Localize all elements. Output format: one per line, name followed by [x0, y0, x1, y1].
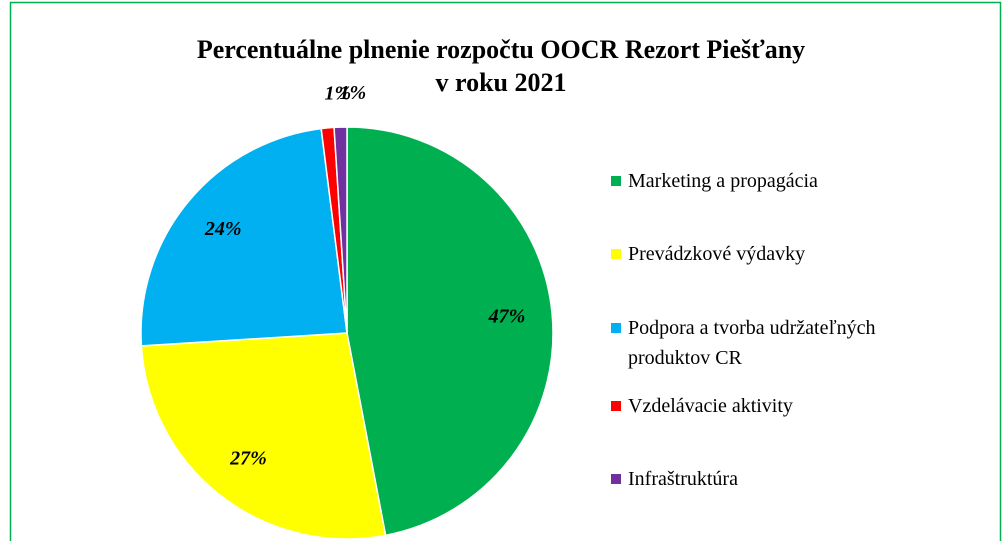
- legend-label: Marketing a propagácia: [628, 170, 818, 192]
- data-label: 1%: [339, 82, 366, 104]
- data-label: 24%: [204, 218, 242, 240]
- legend-swatch: [611, 176, 621, 186]
- pie-slice: [140, 332, 387, 540]
- legend-swatch: [611, 249, 621, 259]
- legend-label: Infraštruktúra: [628, 468, 738, 490]
- legend-swatch: [611, 323, 621, 333]
- pie-slice: [333, 126, 348, 334]
- pie-slice: [346, 126, 554, 537]
- chart-title: Percentuálne plnenie rozpočtu OOCR Rezor…: [197, 35, 805, 64]
- legend-item: Vzdelávacie aktivity: [611, 391, 941, 421]
- legend-item: Infraštruktúra: [611, 464, 941, 494]
- legend-swatch: [611, 474, 621, 484]
- legend-item: Prevádzkové výdavky: [611, 239, 941, 269]
- legend-label: Podpora a tvorba udržateľných produktov …: [628, 317, 876, 369]
- data-label: 27%: [229, 448, 267, 470]
- data-label: 47%: [488, 305, 526, 327]
- data-label: 1%: [325, 83, 352, 105]
- chart-title: v roku 2021: [436, 68, 567, 97]
- legend-label: Prevádzkové výdavky: [628, 243, 806, 265]
- pie-slice: [140, 127, 348, 347]
- legend-swatch: [611, 401, 621, 411]
- legend-item: Marketing a propagácia: [611, 166, 941, 196]
- legend-item: Podpora a tvorba udržateľných produktov …: [611, 313, 941, 373]
- legend-label: Vzdelávacie aktivity: [628, 395, 793, 417]
